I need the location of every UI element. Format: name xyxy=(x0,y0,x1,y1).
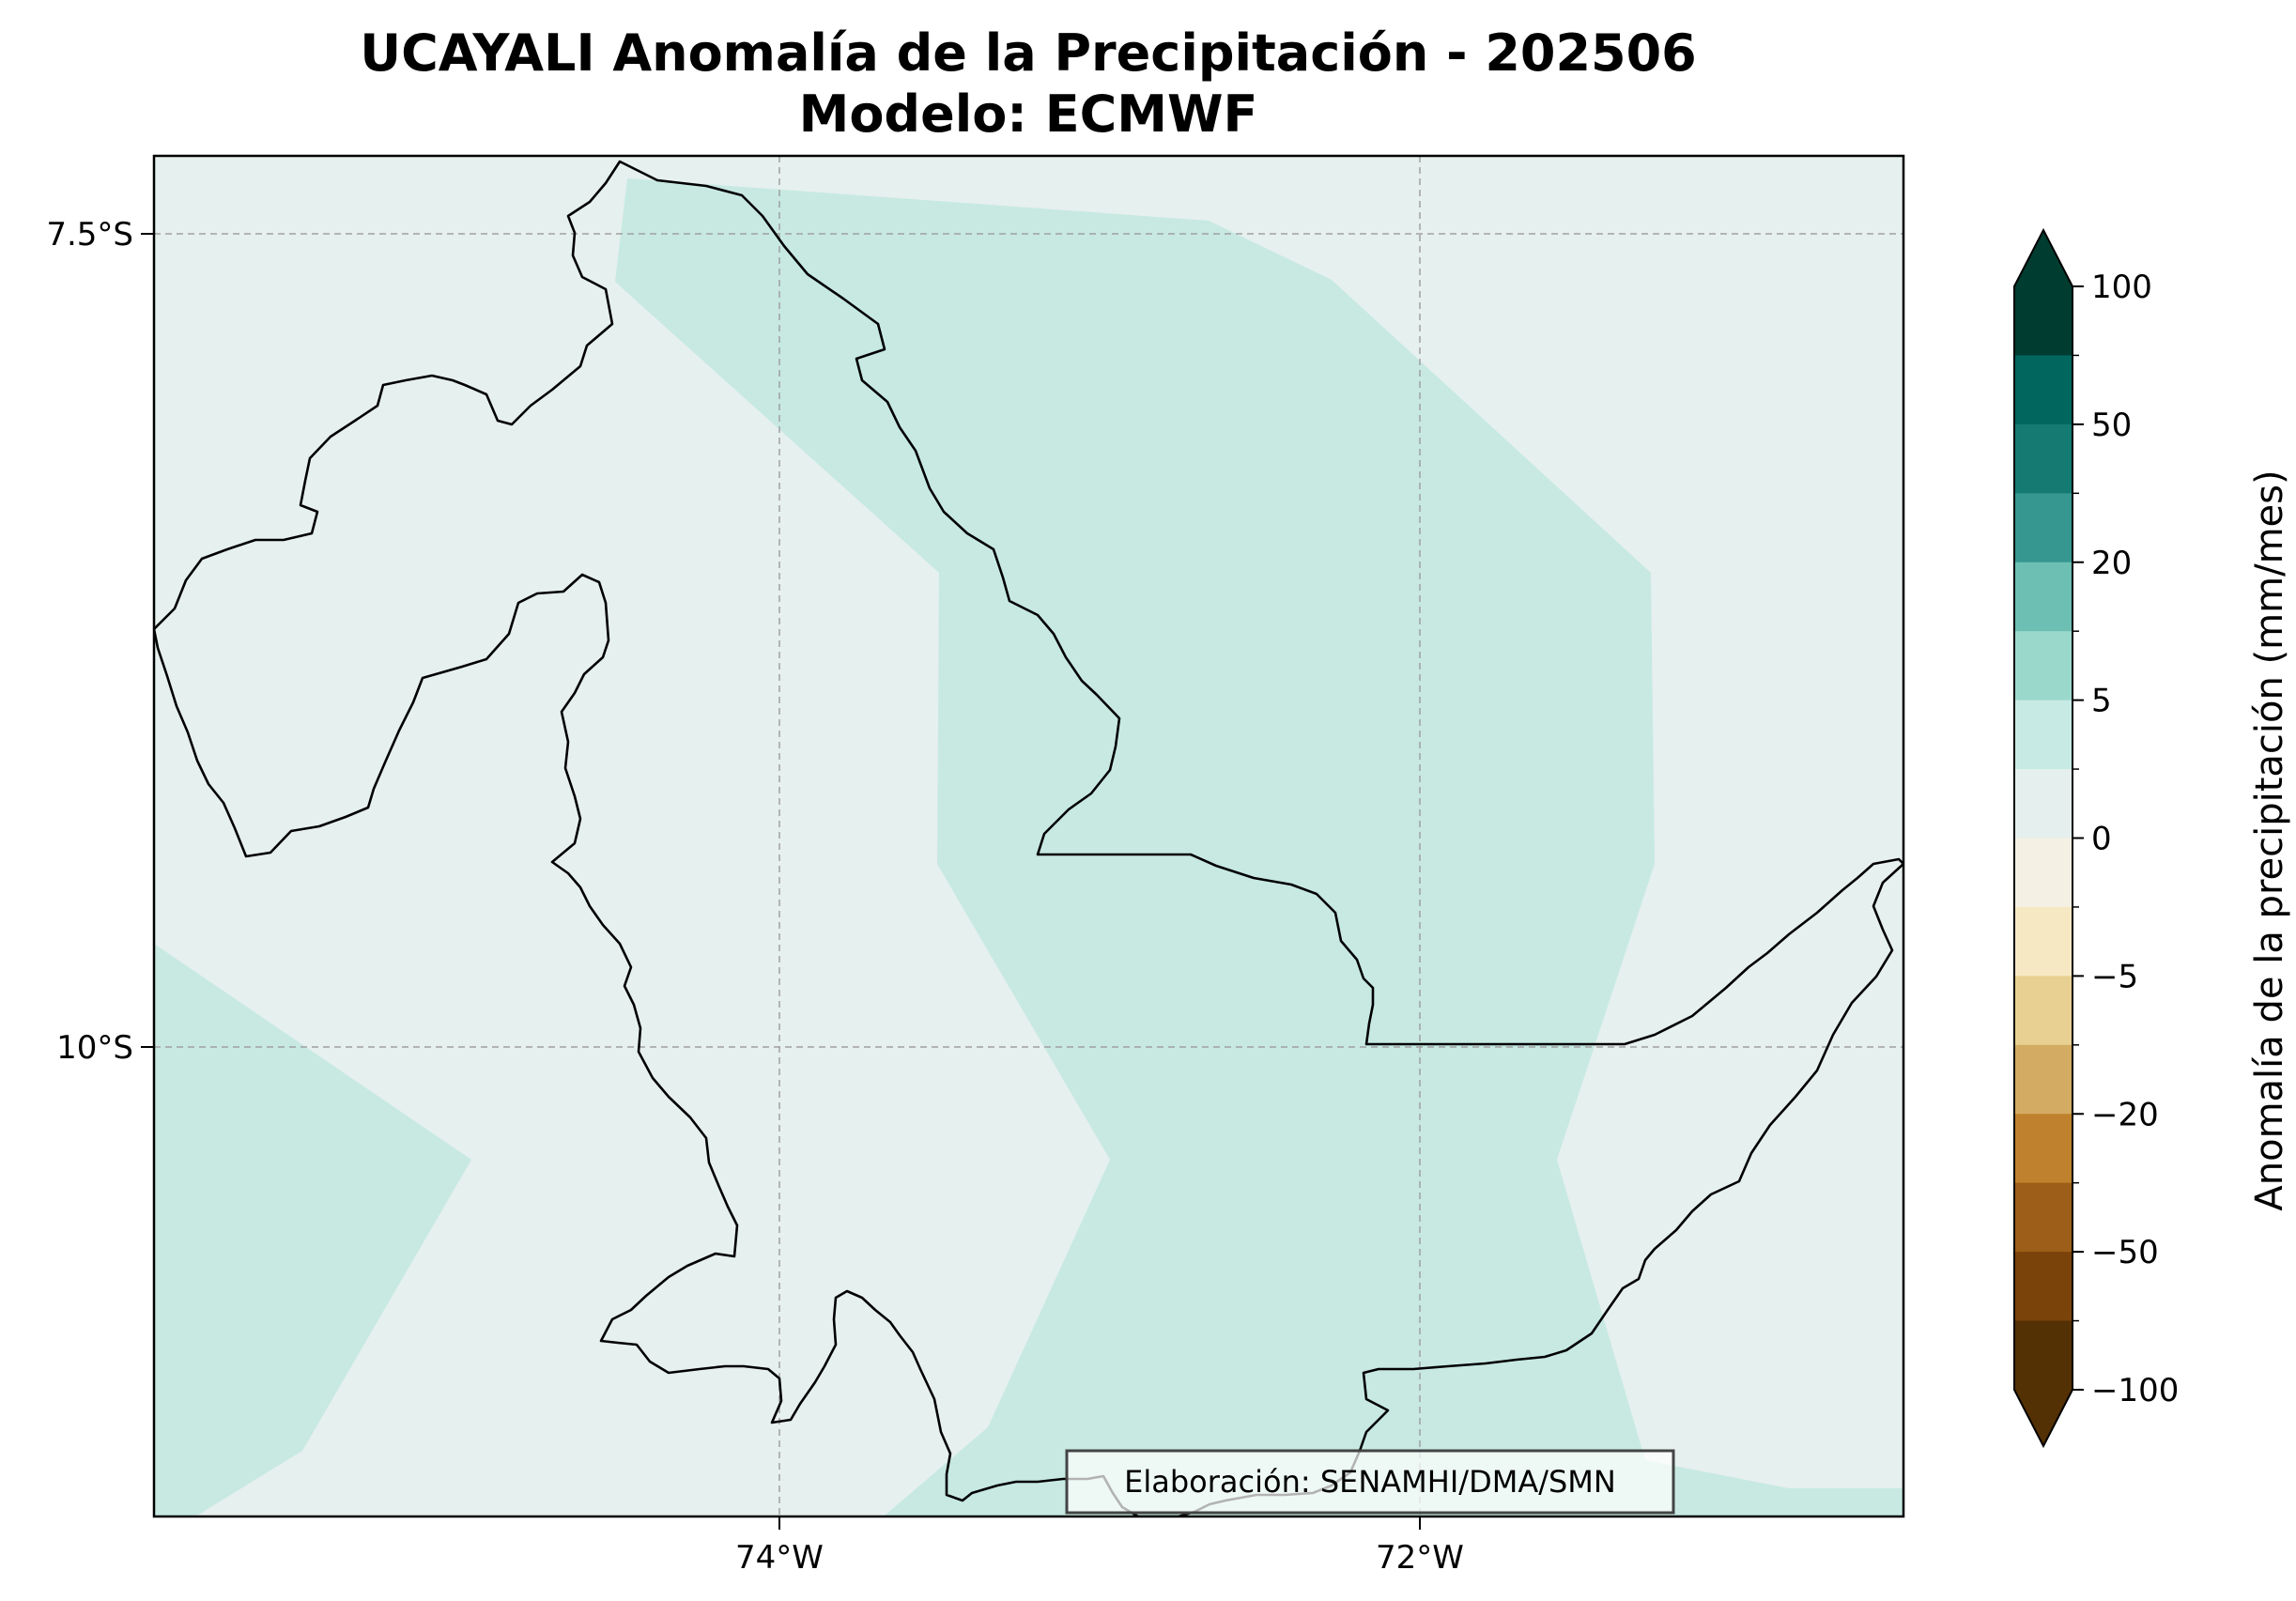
colorbar-segments xyxy=(2014,286,2073,1391)
anomaly-zone-south-west xyxy=(154,944,471,1516)
colorbar-segment xyxy=(2014,493,2073,563)
ucayali-boundary xyxy=(154,160,1903,1516)
colorbar-segment xyxy=(2014,1320,2073,1391)
colorbar-segment xyxy=(2014,906,2073,977)
gridlines xyxy=(154,156,1903,1516)
colorbar-segment xyxy=(2014,976,2073,1046)
colorbar-tick-label: 0 xyxy=(2091,821,2112,858)
colorbar-tick-label: 5 xyxy=(2091,683,2112,720)
colorbar-tick-label: 50 xyxy=(2091,407,2132,444)
colorbar-segment xyxy=(2014,1114,2073,1184)
colorbar-segment xyxy=(2014,631,2073,701)
colorbar-label: Anomalía de la precipitación (mm/mes) xyxy=(2248,470,2291,1210)
map-title-line1: UCAYALI Anomalía de la Precipitación - 2… xyxy=(360,23,1697,83)
colorbar-segment xyxy=(2014,769,2073,839)
colorbar-segment xyxy=(2014,562,2073,632)
colorbar-segment xyxy=(2014,355,2073,425)
colorbar-segment xyxy=(2014,286,2073,356)
colorbar-segment xyxy=(2014,423,2073,494)
colorbar-tick-label: −20 xyxy=(2091,1096,2159,1133)
colorbar-tick-label: 100 xyxy=(2091,269,2152,306)
anomaly-zone-north-east xyxy=(615,178,1903,1516)
lon-tick-label: 74°W xyxy=(735,1539,824,1577)
colorbar-segment xyxy=(2014,838,2073,908)
lon-tick-label: 72°W xyxy=(1376,1539,1464,1577)
colorbar-tick-label: −50 xyxy=(2091,1234,2159,1271)
map-frame xyxy=(152,154,1905,1518)
colorbar-extend-min xyxy=(2014,1390,2073,1446)
colorbar-tick-label: −5 xyxy=(2091,958,2138,995)
colorbar-tick-label: 20 xyxy=(2091,545,2132,582)
colorbar-segment xyxy=(2014,1044,2073,1115)
map-area xyxy=(154,156,1903,1516)
credit-box xyxy=(1065,1449,1675,1515)
colorbar-segment xyxy=(2014,700,2073,770)
credit-text: Elaboración: SENAMHI/DMA/SMN xyxy=(1124,1464,1616,1500)
colorbar-segment xyxy=(2014,1182,2073,1253)
colorbar-extend-max xyxy=(2014,230,2073,286)
map-title-line2: Modelo: ECMWF xyxy=(799,85,1258,144)
colorbar-tick-label: −100 xyxy=(2091,1372,2179,1409)
lat-tick-label: 7.5°S xyxy=(46,216,133,254)
colorbar-segment xyxy=(2014,1252,2073,1322)
lat-tick-label: 10°S xyxy=(56,1029,133,1067)
